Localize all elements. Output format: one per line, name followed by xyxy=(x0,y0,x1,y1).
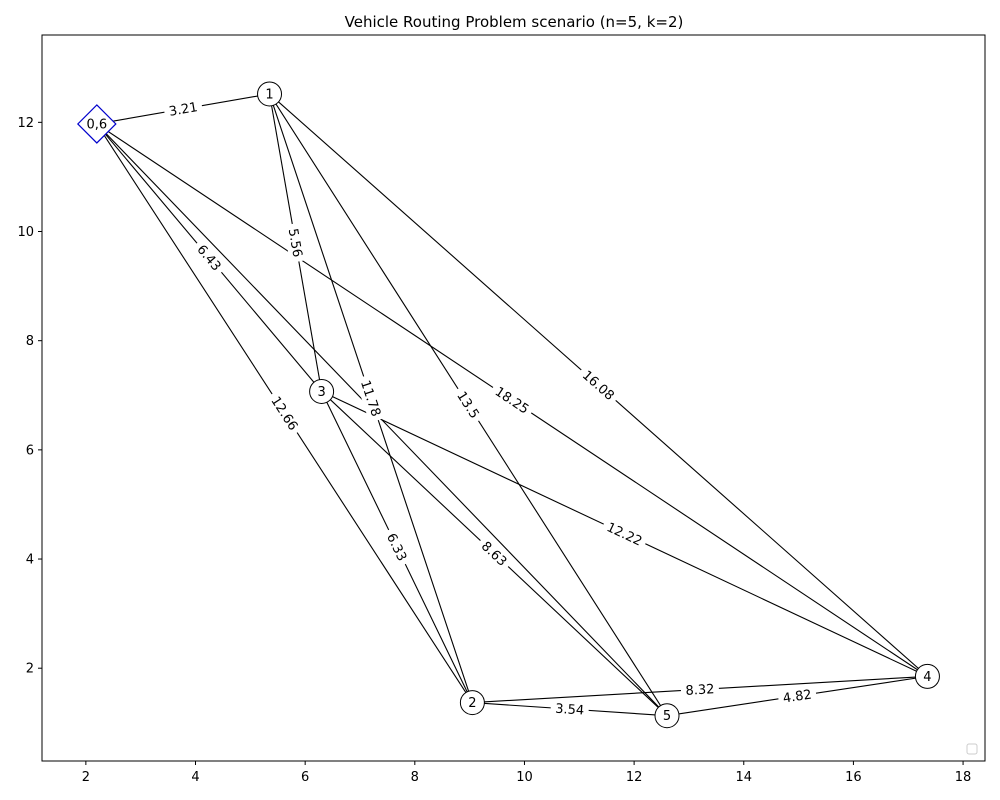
edge-weight-label: 5.56 xyxy=(283,222,308,263)
edge-weight-text: 4.82 xyxy=(782,687,813,706)
edge-label-background xyxy=(777,684,818,708)
legend-box xyxy=(966,743,978,755)
customer-node-1 xyxy=(257,81,283,107)
edge-label-background xyxy=(680,679,720,700)
chart-title: Vehicle Routing Problem scenario (n=5, k… xyxy=(345,13,684,31)
nodes-layer: 0,6 1 2 3 4 5 xyxy=(76,81,940,729)
edge-weight-text: 3.54 xyxy=(555,702,585,719)
x-tick-label: 16 xyxy=(845,770,862,785)
node-label-0-6: 0,6 xyxy=(86,117,107,132)
edge-label-background xyxy=(474,534,515,574)
edge-label-background xyxy=(450,383,487,426)
x-tick-label: 2 xyxy=(82,770,90,785)
customer-node-3 xyxy=(309,378,335,404)
edge-label-background xyxy=(283,222,308,263)
node-label-2: 2 xyxy=(468,696,476,711)
node-label-1: 1 xyxy=(265,87,273,102)
edge-label-background xyxy=(487,379,537,421)
x-tick-label: 4 xyxy=(191,770,199,785)
x-tick-label: 18 xyxy=(955,770,972,785)
y-tick-label: 10 xyxy=(17,225,34,240)
y-axis: 2 4 6 8 10 12 xyxy=(17,116,42,677)
y-tick-label: 8 xyxy=(26,334,34,349)
edge-weight-label: 4.82 xyxy=(777,684,818,708)
customer-node-4 xyxy=(914,663,940,689)
y-tick-label: 2 xyxy=(26,662,34,677)
x-tick-label: 8 xyxy=(411,770,419,785)
edge-weight-label: 3.54 xyxy=(550,698,590,720)
x-tick-label: 12 xyxy=(626,770,643,785)
node-label-4: 4 xyxy=(923,670,931,685)
edge-weight-text: 5.56 xyxy=(285,227,305,258)
edge-weight-text: 3.21 xyxy=(168,100,199,120)
edge-weight-label: 3.21 xyxy=(162,96,204,122)
edge-label-background xyxy=(575,363,622,408)
x-tick-label: 10 xyxy=(516,770,533,785)
edge-label-background xyxy=(380,525,414,569)
edge-weight-text: 8.32 xyxy=(685,682,715,699)
plot-frame xyxy=(41,34,986,762)
edge-label-background xyxy=(264,389,305,438)
x-tick-label: 14 xyxy=(735,770,752,785)
customer-node-2 xyxy=(459,690,485,716)
y-tick-label: 12 xyxy=(17,116,34,131)
edge-label-background xyxy=(190,237,229,279)
node-label-3: 3 xyxy=(317,385,325,400)
edge-label-background xyxy=(355,373,387,423)
x-tick-label: 6 xyxy=(301,770,309,785)
edge-label-background xyxy=(599,515,650,552)
edge-weight-label: 8.32 xyxy=(680,679,720,700)
x-axis: 2 4 6 8 10 12 14 16 18 xyxy=(82,761,972,785)
depot-node xyxy=(76,104,117,144)
y-tick-label: 6 xyxy=(26,443,34,458)
y-tick-label: 4 xyxy=(26,553,34,568)
edge-label-background xyxy=(550,698,590,720)
node-label-5: 5 xyxy=(663,709,671,724)
customer-node-5 xyxy=(654,703,680,729)
edge-label-background xyxy=(162,96,204,122)
